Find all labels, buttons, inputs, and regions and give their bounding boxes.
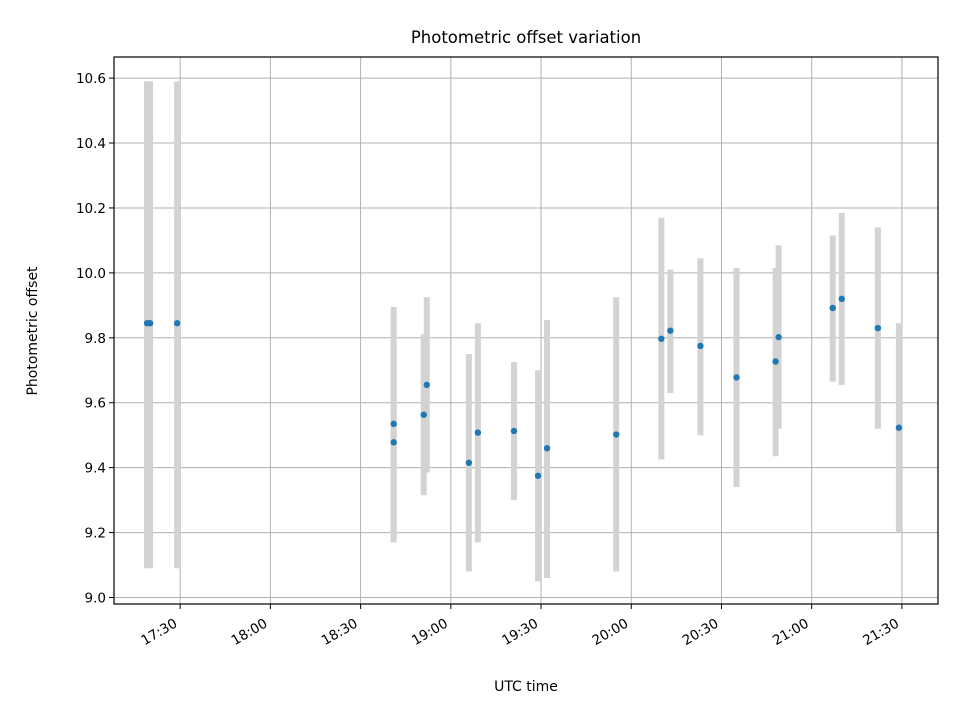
- y-tick-label: 10.6: [76, 71, 106, 87]
- data-point: [895, 424, 903, 431]
- y-tick-label: 10.4: [76, 136, 106, 152]
- data-point: [423, 381, 430, 389]
- data-point: [465, 459, 473, 466]
- y-axis-ticks: 9.0 9.2 9.4 9.6 9.8 10.0 10.2 10.4 10.6: [76, 71, 114, 607]
- data-point: [613, 431, 620, 438]
- data-point: [667, 327, 674, 334]
- data-point: [510, 427, 518, 435]
- y-tick-label: 9.4: [85, 461, 106, 477]
- data-point: [775, 333, 782, 341]
- chart-title: Photometric offset variation: [411, 28, 641, 47]
- data-point: [390, 420, 397, 428]
- y-tick-label: 10.0: [76, 266, 106, 282]
- data-point: [733, 374, 740, 381]
- data-point: [772, 358, 779, 365]
- y-axis-label: Photometric offset: [25, 266, 41, 396]
- data-point: [474, 429, 482, 436]
- data-point: [874, 324, 882, 332]
- y-tick-label: 10.2: [76, 201, 106, 217]
- data-point: [658, 335, 665, 342]
- plot-frame: [113, 56, 939, 605]
- data-point: [838, 295, 845, 303]
- y-tick-label: 9.8: [85, 331, 106, 347]
- y-tick-label: 9.0: [85, 591, 106, 607]
- data-point: [829, 304, 836, 312]
- y-tick-label: 9.6: [85, 396, 106, 412]
- y-tick-label: 9.2: [85, 526, 106, 542]
- data-point: [534, 472, 542, 479]
- data-point: [543, 444, 551, 452]
- data-point: [146, 319, 154, 327]
- data-point: [420, 411, 427, 418]
- data-point: [173, 319, 181, 327]
- data-points: [143, 295, 903, 479]
- grid: [114, 57, 938, 604]
- data-point: [697, 342, 704, 350]
- x-axis-label: UTC time: [494, 679, 558, 695]
- data-point: [390, 439, 397, 446]
